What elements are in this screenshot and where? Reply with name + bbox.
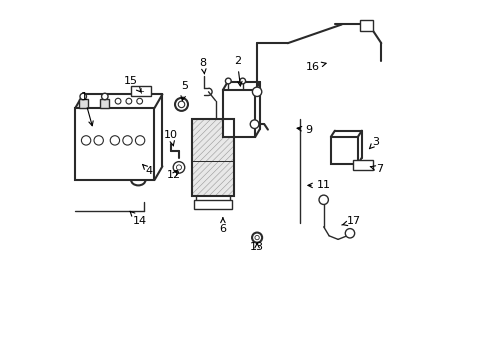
Circle shape — [254, 235, 259, 240]
Bar — [101, 99, 109, 108]
Bar — [330, 137, 357, 164]
Bar — [192, 119, 233, 196]
Text: 6: 6 — [219, 218, 226, 234]
Text: 3: 3 — [368, 137, 379, 149]
Text: 14: 14 — [130, 211, 147, 226]
Circle shape — [250, 120, 258, 129]
Text: 1: 1 — [81, 92, 93, 126]
Circle shape — [80, 93, 86, 100]
Bar — [359, 20, 373, 31]
Text: +: + — [137, 87, 144, 96]
Circle shape — [175, 98, 187, 111]
Circle shape — [345, 229, 354, 238]
Text: 15: 15 — [124, 76, 141, 92]
Text: 8: 8 — [199, 58, 206, 74]
Bar — [131, 86, 151, 96]
Bar — [194, 200, 231, 209]
Bar — [79, 99, 88, 108]
Text: 17: 17 — [341, 216, 361, 226]
Bar — [352, 160, 373, 170]
Text: 2: 2 — [233, 56, 242, 86]
Bar — [75, 108, 154, 180]
Text: 7: 7 — [369, 164, 382, 174]
Circle shape — [173, 162, 184, 173]
Circle shape — [115, 98, 121, 104]
Text: 16: 16 — [305, 62, 325, 72]
Circle shape — [137, 98, 142, 104]
Circle shape — [126, 98, 131, 104]
Text: 12: 12 — [167, 170, 181, 180]
Circle shape — [94, 136, 103, 145]
Text: 5: 5 — [181, 81, 188, 100]
Circle shape — [102, 93, 108, 100]
Circle shape — [135, 136, 144, 145]
Circle shape — [81, 136, 91, 145]
Text: 9: 9 — [297, 125, 312, 135]
Circle shape — [251, 233, 262, 243]
Circle shape — [178, 101, 184, 108]
Bar — [192, 119, 233, 196]
Text: 13: 13 — [249, 242, 264, 252]
Text: 10: 10 — [163, 130, 177, 146]
Circle shape — [110, 136, 120, 145]
Circle shape — [318, 195, 328, 204]
Circle shape — [122, 136, 132, 145]
Bar — [223, 90, 255, 137]
Text: 11: 11 — [307, 180, 330, 190]
Circle shape — [176, 165, 181, 170]
Circle shape — [239, 78, 245, 84]
Text: 4: 4 — [142, 165, 152, 176]
Circle shape — [252, 87, 261, 96]
Circle shape — [225, 78, 231, 84]
